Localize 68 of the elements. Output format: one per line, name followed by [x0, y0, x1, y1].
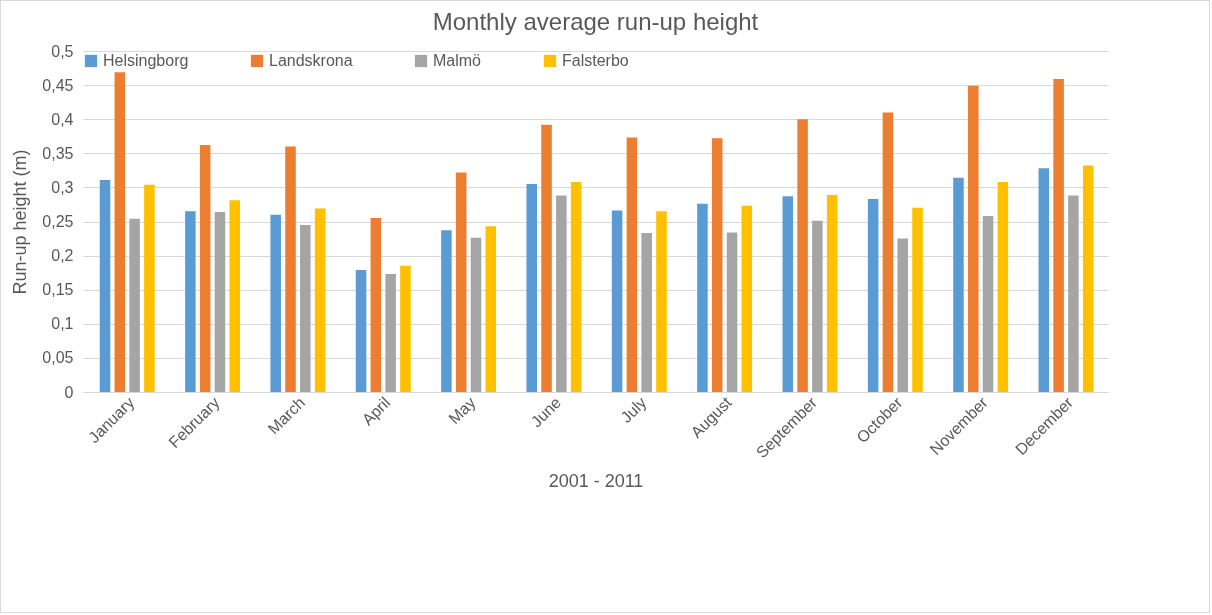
bar	[782, 196, 794, 392]
bar	[314, 208, 326, 392]
bar	[285, 146, 296, 392]
y-axis-title: Run-up height (m)	[10, 149, 31, 295]
bar	[1068, 195, 1079, 392]
bar	[656, 211, 667, 392]
legend-label: Landskrona	[269, 52, 353, 69]
bar	[1053, 78, 1064, 392]
bar	[370, 218, 382, 392]
bar	[1082, 165, 1094, 392]
bar	[441, 230, 452, 392]
y-tick-label: 0,15	[42, 281, 74, 299]
y-tick-label: 0,4	[51, 110, 74, 128]
bar	[185, 211, 196, 392]
bar	[114, 72, 126, 392]
y-tick-label: 0,45	[42, 76, 74, 94]
y-tick-label: 0,25	[42, 213, 74, 230]
bar	[741, 205, 753, 392]
bar	[812, 220, 823, 392]
bar	[611, 210, 623, 392]
legend-label: Malmö	[433, 52, 482, 69]
chart-title: Monthly average run-up height	[432, 8, 759, 35]
bar	[997, 181, 1009, 392]
y-tick-label: 0,2	[51, 247, 74, 265]
bar	[626, 137, 638, 392]
bar	[711, 138, 723, 392]
y-tick-label: 0,3	[51, 178, 74, 196]
bar	[485, 226, 497, 392]
bar	[300, 224, 311, 392]
bar	[214, 211, 226, 392]
bar	[570, 181, 582, 392]
x-tick-label: May	[445, 393, 479, 428]
legend-label: Helsingborg	[103, 52, 189, 69]
y-tick-label: 0,05	[42, 349, 74, 367]
bar	[385, 274, 396, 392]
bar	[99, 179, 111, 392]
y-tick-label: 0,35	[42, 144, 74, 162]
bar	[726, 232, 738, 392]
bar	[541, 124, 552, 392]
bar	[455, 172, 467, 392]
bar	[912, 207, 923, 392]
bar	[556, 195, 567, 392]
bar	[129, 218, 140, 392]
bar	[867, 198, 879, 392]
bar	[229, 200, 241, 392]
x-axis-title: 2001 - 2011	[548, 471, 644, 492]
bar	[400, 265, 411, 392]
bar	[270, 214, 281, 392]
bar	[953, 177, 964, 392]
bar	[1038, 168, 1050, 392]
bar	[697, 203, 708, 392]
bar	[199, 145, 211, 392]
bar	[882, 112, 894, 392]
legend-label: Falsterbo	[562, 52, 629, 69]
y-tick-label: 0	[64, 383, 74, 401]
x-tick-label: July	[617, 393, 650, 426]
bar	[897, 238, 908, 392]
y-tick-label: 0,5	[51, 42, 74, 60]
bar	[826, 194, 838, 392]
bar	[968, 85, 979, 392]
bar	[641, 233, 652, 392]
bar	[797, 119, 808, 392]
y-tick-label: 0,1	[51, 315, 74, 333]
bar	[526, 183, 538, 392]
bar	[355, 269, 367, 392]
bar	[144, 184, 155, 392]
bar	[470, 237, 482, 392]
bar	[982, 216, 994, 392]
